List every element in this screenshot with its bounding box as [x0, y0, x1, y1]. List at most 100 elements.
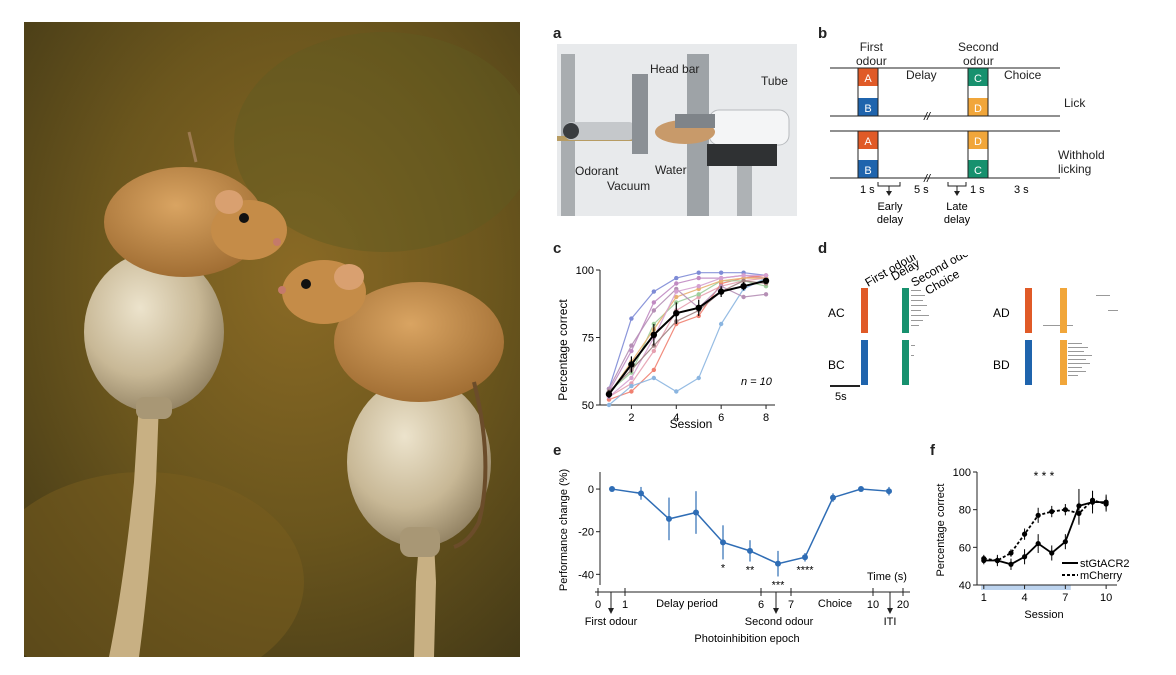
f-stgtacr2-point: [1076, 503, 1082, 509]
f-stgtacr2-line: [983, 501, 1107, 566]
label-tube: Tube: [761, 74, 788, 88]
e-epoch-first: First odour: [585, 616, 638, 628]
c-individual-point: [651, 308, 657, 313]
e-point: [858, 486, 864, 493]
c-xlabel: Session: [670, 417, 713, 431]
panel-label-a: a: [553, 25, 562, 42]
label-vacuum: Vacuum: [607, 179, 651, 193]
e-time-label: Time (s): [867, 571, 907, 583]
c-individual-line: [608, 277, 767, 398]
e-point: [638, 490, 644, 497]
raster-row-bc: BC: [828, 358, 845, 372]
c-individual-line: [608, 277, 767, 395]
f-xtick-label: 4: [1022, 592, 1028, 604]
f-ytick-label: 80: [959, 505, 971, 517]
f-stgtacr2-point: [1103, 499, 1109, 505]
panel-d-raster: First odour Delay Second odour Choice AC…: [828, 240, 1168, 405]
f-ytick-label: 60: [959, 542, 971, 554]
f-stgtacr2-point: [994, 557, 1000, 564]
e-point: [720, 539, 726, 546]
c-individual-point: [651, 348, 657, 354]
c-individual-point: [629, 316, 634, 321]
c-individual-point: [696, 270, 701, 275]
c-ytick-label: 50: [582, 400, 594, 412]
c-individual-point: [718, 275, 724, 281]
early-delay-2: delay: [877, 214, 904, 226]
box-label-d1: D: [974, 103, 982, 115]
apparatus-illustration: [557, 44, 797, 216]
e-significance: ***: [772, 579, 786, 591]
delay-label: Delay: [906, 68, 937, 82]
e-ytick-label: -20: [578, 527, 594, 539]
e-epoch-arrowhead: [608, 608, 614, 614]
photo-illustration: [0, 22, 534, 675]
label-odorant: Odorant: [575, 164, 619, 178]
first-odour-label-line1: First: [859, 40, 884, 54]
f-xlabel: Session: [1024, 609, 1063, 621]
box-d-lick: [968, 98, 988, 116]
c-individual-point: [674, 289, 679, 294]
c-individual-point: [696, 375, 701, 381]
f-stgtacr2-point: [1021, 554, 1028, 560]
early-delay-1: Early: [877, 201, 903, 213]
c-xtick-label: 6: [718, 412, 724, 424]
panel-label-d: d: [818, 240, 828, 257]
box-c-withhold: [968, 160, 988, 178]
c-individual-point: [629, 375, 634, 381]
second-odour-label: Second odour: [958, 40, 999, 68]
c-individual-point: [763, 292, 769, 297]
f-ytick-label: 40: [959, 580, 971, 592]
c-individual-point: [651, 289, 657, 294]
e-point: [802, 554, 808, 561]
late-delay-2: delay: [944, 214, 971, 226]
box-label-a2: A: [864, 136, 872, 148]
f-mcherry-point: [1035, 512, 1041, 518]
withhold-label-line1: Withhold: [1058, 148, 1105, 162]
svg-text://: //: [923, 173, 931, 185]
c-individual-point: [606, 402, 612, 408]
c-xtick-label: 4: [673, 412, 679, 424]
c-mean-point: [605, 391, 613, 398]
e-xtick-label: 7: [788, 599, 794, 611]
box-label-b2: B: [864, 165, 871, 177]
e-epoch-iti: ITI: [884, 616, 897, 628]
c-individual-point: [741, 278, 746, 283]
f-legend-stgtacr2: stGtACR2: [1080, 558, 1130, 570]
panel-label-e: e: [553, 442, 562, 459]
second-odour-label-line1: Second: [958, 40, 999, 54]
withhold-label-line2: licking: [1058, 162, 1092, 176]
withhold-label: Withhold licking: [1058, 148, 1105, 176]
c-ytick-label: 75: [582, 333, 594, 345]
box-label-a1: A: [864, 73, 872, 85]
e-xtick-label: 10: [867, 599, 879, 611]
e-point: [609, 486, 615, 493]
timing-1s: 1 s: [860, 184, 875, 196]
f-stgtacr2-point: [981, 557, 987, 564]
c-mean-point: [650, 331, 658, 338]
f-mcherry-line: [983, 499, 1107, 562]
e-xlabel: Photoinhibition epoch: [694, 633, 799, 645]
f-stgtacr2-point: [1035, 540, 1041, 547]
box-a-lick: [858, 68, 878, 86]
e-epoch-second: Second odour: [745, 616, 814, 628]
timing-3s: 3 s: [1014, 184, 1029, 196]
c-individual-point: [674, 294, 679, 300]
svg-text://: //: [923, 111, 931, 123]
c-individual-point: [629, 389, 634, 394]
panel-c-chart: 50 75 100 2 4 6 8 Percentage correct Session n…: [556, 265, 775, 431]
e-epoch-delay: Delay period: [656, 598, 718, 610]
c-individual-point: [696, 275, 701, 281]
e-significance: *: [721, 562, 726, 574]
c-mean-point: [673, 310, 680, 317]
f-stgtacr2-point: [1089, 499, 1096, 505]
e-point: [886, 488, 892, 495]
c-individual-point: [629, 343, 634, 348]
c-individual-point: [629, 348, 634, 354]
box-d-withhold: [968, 131, 988, 149]
f-xtick-label: 10: [1100, 592, 1112, 604]
box-label-b1: B: [864, 103, 871, 115]
e-epoch-arrowhead: [773, 608, 779, 614]
late-delay-1: Late: [946, 201, 967, 213]
c-individual-point: [696, 292, 701, 297]
box-b-withhold: [858, 160, 878, 178]
